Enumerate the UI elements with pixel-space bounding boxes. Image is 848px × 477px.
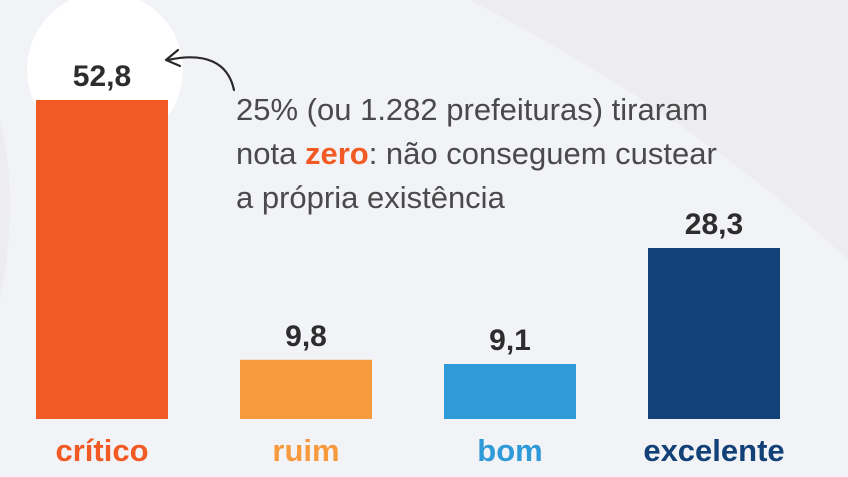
annotation-highlight-zero: zero [304, 136, 369, 171]
category-label-1: crítico [55, 433, 148, 468]
annotation-line-2-start: nota [236, 136, 305, 171]
bars-group: 52,8 crítico 9,8 ruim 9,1 bom 28,3 excelente [36, 60, 785, 468]
category-label-4: excelente [643, 433, 784, 468]
bar-1 [36, 100, 168, 419]
annotation-line-1: 25% (ou 1.282 prefeituras) tiraram [236, 92, 709, 127]
bar-2 [240, 359, 372, 419]
annotation-line-3: a própria existência [236, 180, 505, 215]
annotation-arrowhead [164, 48, 182, 68]
value-label-2: 9,8 [285, 320, 327, 353]
bar-3 [444, 364, 576, 419]
value-label-1: 52,8 [73, 60, 131, 93]
annotation-text: 25% (ou 1.282 prefeituras) tiraram nota … [236, 88, 796, 220]
category-label-3: bom [477, 433, 542, 468]
bar-4 [648, 248, 780, 419]
annotation-arrow [166, 56, 236, 92]
category-label-2: ruim [272, 433, 339, 468]
annotation-line-2: nota zero: não conseguem custear [236, 132, 796, 176]
value-label-4: 28,3 [685, 208, 743, 241]
annotation-line-2-end: : não conseguem custear [368, 136, 717, 171]
background-decoration [0, 0, 848, 300]
value-label-3: 9,1 [489, 324, 531, 357]
